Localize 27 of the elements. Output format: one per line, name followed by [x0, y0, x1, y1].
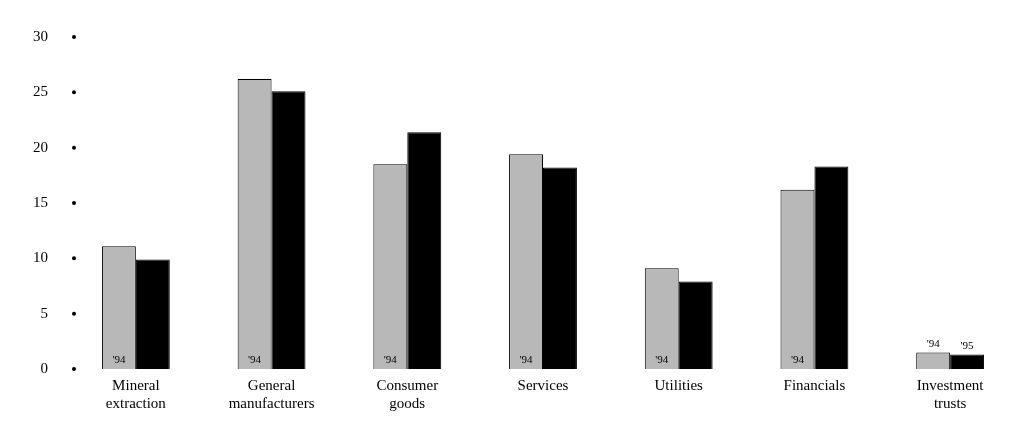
y-tick-label: 5	[40, 304, 48, 321]
x-tick-label: Mineral extraction	[105, 376, 167, 411]
x-tick-label: Financials	[783, 376, 846, 393]
bar	[678, 281, 713, 369]
bar	[407, 132, 442, 369]
bar	[135, 259, 170, 369]
x-tick-label: Consumer goods	[376, 376, 439, 411]
y-tick-label: 25	[33, 83, 48, 100]
bar	[950, 354, 985, 369]
x-tick-label: Investment trusts	[916, 376, 985, 411]
series-label: '95	[960, 339, 975, 351]
text: '94	[655, 353, 669, 366]
bar	[271, 91, 306, 369]
y-tick-label: 0	[40, 359, 48, 376]
text: '94	[519, 353, 533, 366]
x-tick-label: Services	[517, 376, 569, 393]
y-tick-label: 20	[33, 138, 48, 155]
y-tick-label: 15	[33, 193, 48, 210]
text: '94	[926, 336, 940, 349]
y-tick-label: 10	[33, 249, 48, 266]
text: '94	[790, 353, 804, 366]
y-tick-label: 30	[33, 27, 48, 44]
text: '94	[248, 353, 262, 366]
series-label: '94	[112, 353, 126, 366]
text: '94	[383, 353, 397, 366]
x-tick-label: General manufacturers	[228, 376, 315, 411]
x-tick-label: Utilities	[654, 376, 704, 393]
